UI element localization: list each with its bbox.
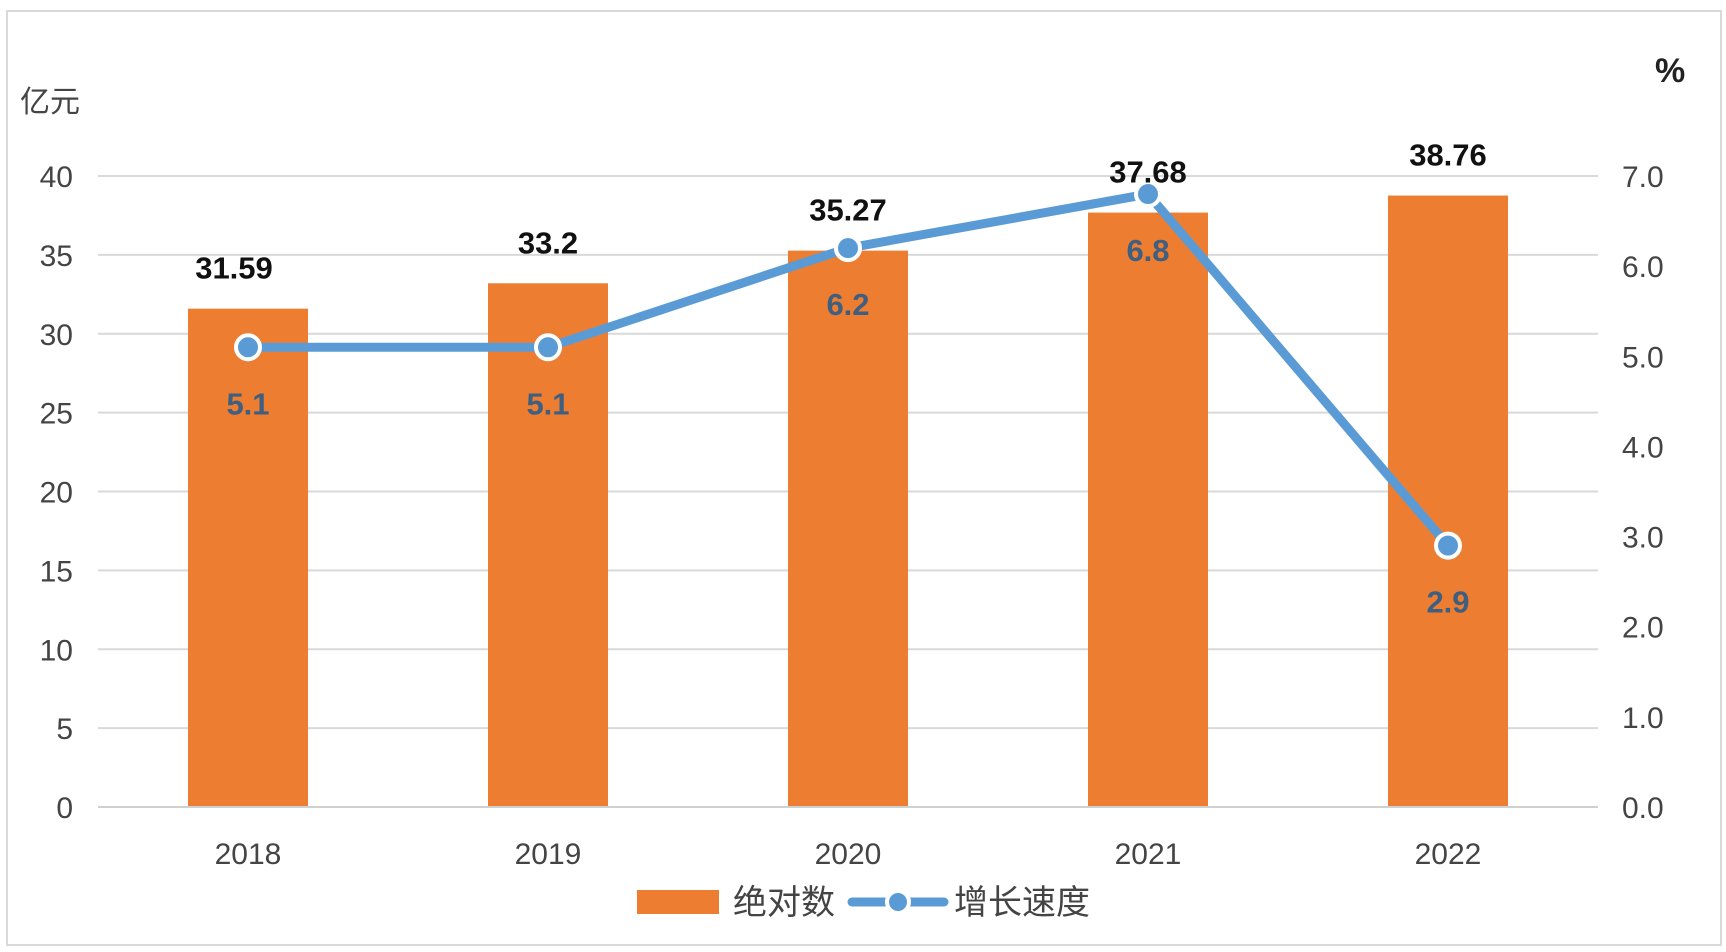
y-left-tick-label: 40 xyxy=(40,161,73,194)
bar-value-label: 35.27 xyxy=(809,193,887,228)
y-left-tick-label: 20 xyxy=(40,477,73,510)
x-tick-label: 2022 xyxy=(1415,838,1482,871)
y-left-tick-label: 15 xyxy=(40,555,73,588)
line-value-label: 5.1 xyxy=(526,386,569,421)
line-point xyxy=(1134,180,1162,209)
line-point xyxy=(834,234,862,263)
data-labels: 31.59 33.2 35.27 37.68 38.76 5.1 5.1 6.2 6.8 2.9 xyxy=(195,138,1487,620)
x-tick-label: 2019 xyxy=(515,838,582,871)
y-axis-left: 0 5 10 15 20 25 30 35 40 xyxy=(40,161,73,825)
legend-line-label: 增长速度 xyxy=(954,883,1090,923)
legend: 绝对数 增长速度 xyxy=(637,883,1090,923)
legend-bar-label: 绝对数 xyxy=(733,883,835,923)
y-left-tick-label: 5 xyxy=(56,713,73,746)
y-right-tick-label: 0.0 xyxy=(1622,792,1664,825)
y-right-tick-label: 6.0 xyxy=(1622,251,1664,284)
bar-value-label: 37.68 xyxy=(1109,155,1187,190)
y-right-tick-label: 4.0 xyxy=(1622,431,1664,464)
y-axis-left-unit: 亿元 xyxy=(20,85,80,120)
bar-series xyxy=(188,195,1508,808)
bar xyxy=(488,283,608,807)
legend-line-marker xyxy=(885,889,911,915)
y-left-tick-label: 25 xyxy=(40,398,73,431)
legend-bar-swatch xyxy=(637,890,719,914)
y-right-tick-label: 1.0 xyxy=(1622,702,1664,735)
y-left-tick-label: 35 xyxy=(40,240,73,273)
line-value-label: 6.8 xyxy=(1126,233,1169,268)
x-tick-label: 2020 xyxy=(815,838,882,871)
line-series xyxy=(234,180,1462,560)
y-left-tick-label: 10 xyxy=(40,634,73,667)
line-value-label: 5.1 xyxy=(226,386,269,421)
x-tick-label: 2018 xyxy=(215,838,282,871)
y-left-tick-label: 30 xyxy=(40,319,73,352)
bar xyxy=(1088,212,1208,807)
line-point xyxy=(1434,531,1462,560)
bar xyxy=(188,308,308,807)
y-right-tick-label: 3.0 xyxy=(1622,522,1664,555)
bar-value-label: 31.59 xyxy=(195,251,273,286)
y-left-tick-label: 0 xyxy=(56,792,73,825)
x-axis: 2018 2019 2020 2021 2022 xyxy=(215,838,1482,871)
bar-value-label: 38.76 xyxy=(1409,138,1487,173)
y-axis-right-unit: % xyxy=(1655,52,1685,90)
x-tick-label: 2021 xyxy=(1115,838,1182,871)
y-right-tick-label: 5.0 xyxy=(1622,341,1664,374)
line-value-label: 2.9 xyxy=(1426,585,1469,620)
y-right-tick-label: 7.0 xyxy=(1622,161,1664,194)
y-axis-right: 0.0 1.0 2.0 3.0 4.0 5.0 6.0 7.0 xyxy=(1622,161,1664,825)
bar-value-label: 33.2 xyxy=(518,225,578,260)
line-point xyxy=(234,333,262,362)
line-point xyxy=(534,333,562,362)
y-right-tick-label: 2.0 xyxy=(1622,612,1664,645)
bar xyxy=(788,250,908,808)
line-value-label: 6.2 xyxy=(826,287,869,322)
